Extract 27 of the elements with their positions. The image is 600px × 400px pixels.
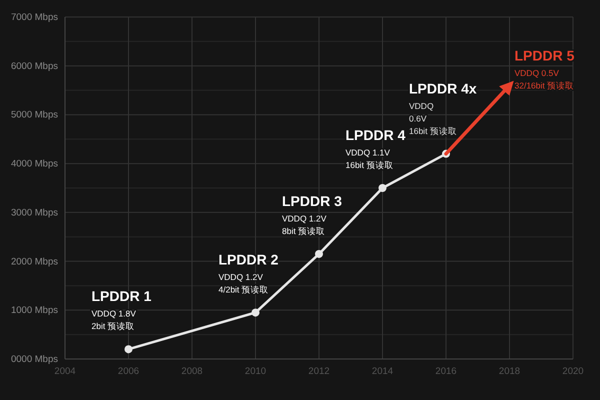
y-tick-label: 6000 Mbps — [10, 60, 58, 72]
y-tick-label: 5000 Mbps — [10, 110, 58, 121]
x-tick-label: 2012 — [308, 366, 330, 377]
x-tick-label: 2018 — [498, 366, 520, 377]
annotation: LPDDR 4 VDDQ 1.1V 16bit 预读取 — [346, 127, 406, 170]
x-tick-label: 2016 — [435, 366, 457, 377]
annotation: LPDDR 4x VDDQ 0.6V 16bit 预读取 — [409, 80, 477, 136]
x-tick-label: 2010 — [244, 366, 266, 377]
annotation: LPDDR 1 VDDQ 1.8V 2bit 预读取 — [92, 288, 152, 332]
y-tick-label: 4000 Mbps — [10, 158, 58, 170]
y-tick-label: 7000 Mbps — [10, 12, 58, 23]
annotation: LPDDR 3 VDDQ 1.2V 8bit 预读取 — [282, 192, 342, 236]
annotation: LPDDR 5 VDDQ 0.5V 32/16bit 预读取 — [514, 47, 575, 90]
x-tick-label: 2004 — [54, 366, 76, 377]
y-tick-label: 2000 Mbps — [10, 256, 58, 268]
x-tick-label: 2008 — [181, 366, 203, 377]
point — [252, 308, 260, 317]
annotation: LPDDR 2 VDDQ 1.2V 4/2bit 预读取 — [218, 252, 279, 295]
point — [315, 250, 323, 258]
point — [378, 184, 386, 192]
y-tick-label: 3000 Mbps — [10, 207, 58, 218]
x-tick-label: 2006 — [118, 366, 140, 377]
y-tick-label: 1000 Mbps — [10, 305, 58, 316]
x-tick-label: 2014 — [372, 366, 394, 377]
x-tick-label: 2020 — [562, 366, 584, 377]
point — [124, 345, 132, 354]
y-tick-label: 0000 Mbps — [10, 354, 58, 365]
